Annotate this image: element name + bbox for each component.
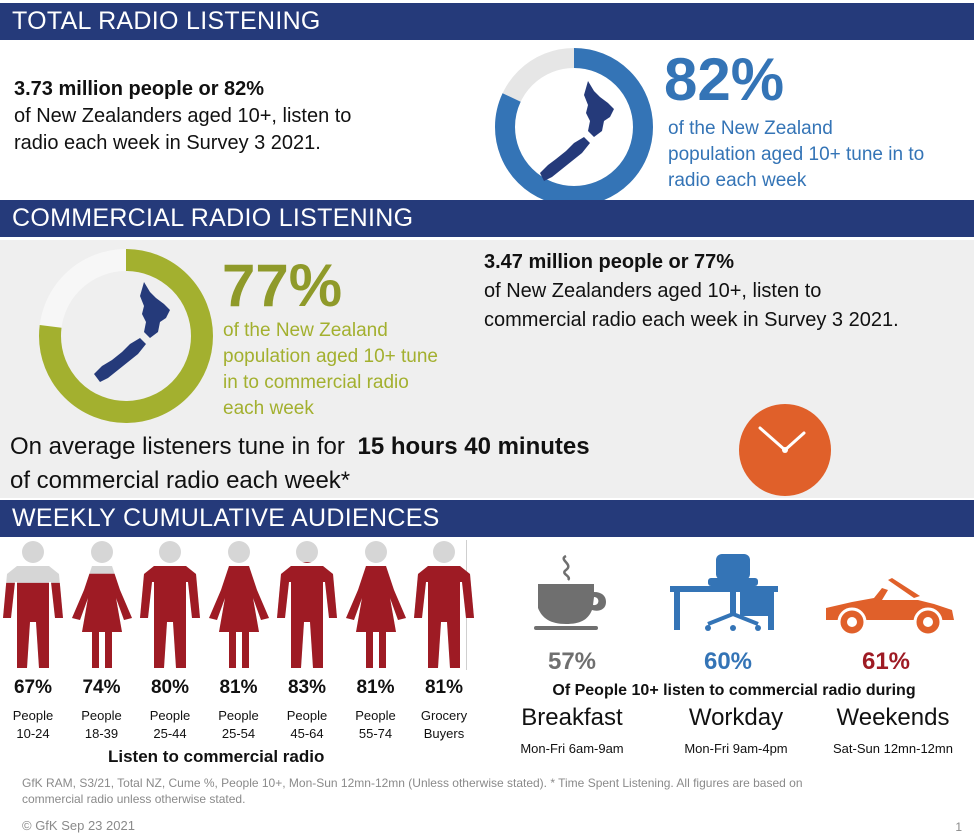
demographic-pct: 74% (82, 677, 121, 698)
commercial-caption-line2: population aged 10+ tune (223, 346, 439, 367)
commercial-stat-lead: 3.47 million people or 77% (484, 251, 735, 273)
demographic-pct: 80% (150, 677, 190, 698)
commercial-pct: 77% (222, 252, 343, 319)
office-desk-icon (670, 554, 778, 631)
demographic-label: People 25-44 (149, 708, 191, 741)
section-header-total: TOTAL RADIO LISTENING (0, 3, 974, 40)
tsl-prefix: On average listeners tune in for (10, 433, 345, 460)
footnote: GfK RAM, S3/21, Total NZ, Cume %, People… (22, 775, 942, 807)
daypart-workday-name: Workday (688, 704, 784, 731)
tsl-value: 15 hours 40 minutes (357, 433, 590, 460)
female-person-icon (71, 541, 132, 668)
commercial-caption-line4: each week (223, 398, 314, 419)
total-stat-text: 3.73 million people or 82% of New Zealan… (14, 76, 351, 157)
convertible-car-icon (826, 578, 954, 637)
demographic-pct: 81% (356, 677, 395, 698)
demographic-label: Grocery Buyers (420, 708, 468, 741)
daypart-weekends-pct: 61% (861, 648, 911, 675)
daypart-breakfast-pct: 57% (547, 648, 597, 675)
section-header-commercial: COMMERCIAL RADIO LISTENING (0, 200, 974, 237)
daypart-weekends-name: Weekends (836, 704, 950, 731)
daypart-workday-pct: 60% (703, 648, 753, 675)
commercial-caption-line3: in to commercial radio (223, 372, 409, 393)
clock-icon (739, 404, 831, 496)
male-person-icon (3, 541, 63, 668)
commercial-stat-line1: of New Zealanders aged 10+, listen to (484, 280, 822, 302)
demographic-pct: 83% (287, 677, 327, 698)
commercial-caption: of the New Zealand population aged 10+ t… (223, 318, 438, 422)
daypart-heading: Of People 10+ listen to commercial radio… (552, 682, 916, 699)
total-pct: 82% (664, 46, 785, 113)
male-person-icon (414, 541, 474, 668)
male-person-icon (277, 541, 337, 668)
copyright: © GfK Sep 23 2021 (22, 818, 135, 833)
tsl-text: On average listeners tune in for 15 hour… (10, 430, 590, 498)
total-donut (495, 48, 653, 206)
female-person-icon (345, 541, 406, 668)
commercial-donut (39, 249, 213, 423)
commercial-stat-text: 3.47 million people or 77% of New Zealan… (484, 248, 899, 335)
demographic-label: People 10-24 (12, 708, 54, 741)
nz-map-icon (94, 282, 170, 382)
total-caption: of the New Zealand population aged 10+ t… (668, 116, 924, 194)
footnote-line1: GfK RAM, S3/21, Total NZ, Cume %, People… (22, 776, 803, 790)
total-stat-line1: of New Zealanders aged 10+, listen to (14, 105, 352, 127)
demographic-caption: Listen to commercial radio (108, 747, 325, 766)
male-person-icon (140, 541, 200, 668)
demographic-pct: 81% (424, 677, 464, 698)
total-caption-line2: population aged 10+ tune in to (668, 144, 925, 165)
commercial-donut-value (39, 249, 213, 423)
total-donut-value (495, 48, 653, 206)
nz-map-icon (540, 81, 614, 181)
demographic-label: People 55-74 (355, 708, 396, 741)
total-caption-line1: of the New Zealand (668, 118, 833, 139)
demographic-pct: 81% (219, 677, 258, 698)
demographic-label: People 18-39 (81, 708, 122, 741)
daypart-weekends-time: Sat-Sun 12mn-12mn (833, 741, 953, 756)
daypart-breakfast-time: Mon-Fri 6am-9am (520, 741, 624, 756)
total-caption-line3: radio each week (668, 170, 807, 191)
demographic-label: People 25-54 (218, 708, 259, 741)
total-stat-lead: 3.73 million people or 82% (14, 78, 265, 100)
female-person-icon (208, 541, 269, 668)
tsl-suffix: of commercial radio each week* (10, 467, 351, 494)
coffee-cup-icon (534, 554, 606, 630)
footnote-line2: commercial radio unless otherwise stated… (22, 792, 246, 806)
demographic-pct: 67% (13, 677, 53, 698)
page-number: 1 (955, 820, 962, 834)
daypart-workday-time: Mon-Fri 9am-4pm (684, 741, 788, 756)
section-header-weekly: WEEKLY CUMULATIVE AUDIENCES (0, 500, 974, 537)
commercial-caption-line1: of the New Zealand (223, 320, 388, 341)
total-stat-line2: radio each week in Survey 3 2021. (14, 132, 321, 154)
daypart-breakfast-name: Breakfast (521, 704, 623, 731)
commercial-stat-line2: commercial radio each week in Survey 3 2… (484, 309, 899, 331)
demographic-label: People 45-64 (286, 708, 328, 741)
